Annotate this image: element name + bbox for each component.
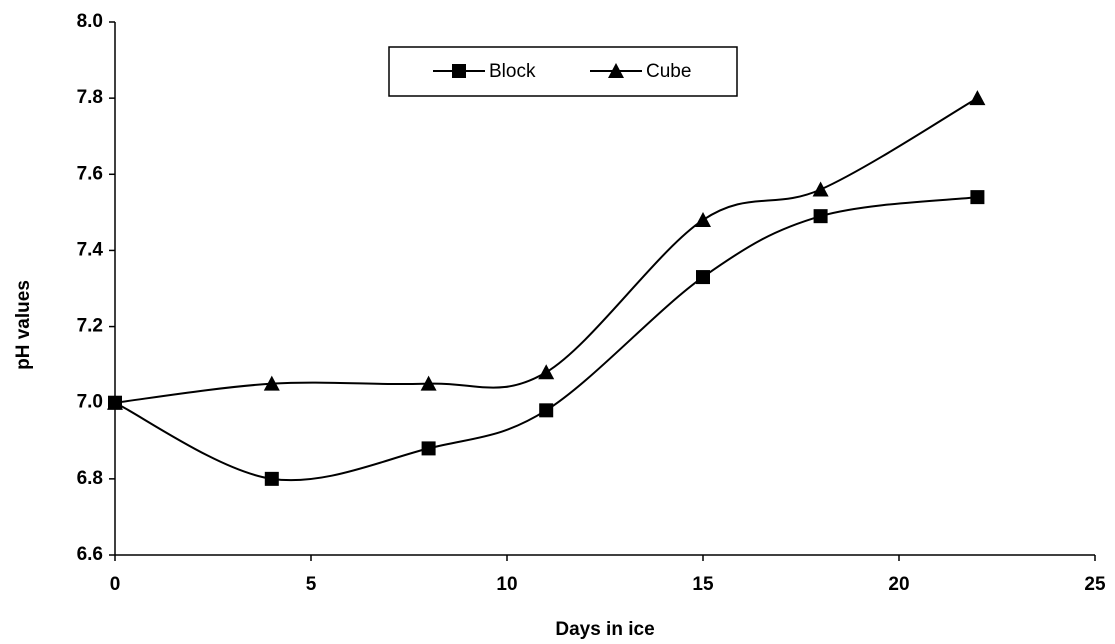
series-line bbox=[114, 196, 978, 482]
y-axis-title: pH values bbox=[13, 280, 34, 370]
data-point bbox=[970, 190, 985, 205]
x-tick-label: 25 bbox=[1084, 574, 1106, 595]
data-point bbox=[695, 211, 711, 227]
legend-label: Block bbox=[489, 61, 536, 82]
y-tick-label: 8.0 bbox=[77, 11, 103, 32]
y-tick-label: 7.4 bbox=[77, 239, 104, 260]
legend-marker bbox=[608, 63, 624, 78]
data-point bbox=[264, 471, 279, 486]
x-tick-label: 0 bbox=[110, 574, 121, 595]
x-tick-label: 20 bbox=[888, 574, 909, 595]
data-point bbox=[812, 181, 829, 197]
legend-marker bbox=[452, 64, 466, 78]
data-point bbox=[263, 375, 280, 391]
data-point bbox=[421, 441, 436, 456]
series-line bbox=[114, 97, 978, 404]
y-tick-label: 7.6 bbox=[77, 163, 103, 184]
data-point bbox=[538, 364, 555, 380]
data-point bbox=[813, 209, 828, 224]
y-tick-label: 6.6 bbox=[77, 544, 103, 565]
data-point bbox=[107, 394, 123, 410]
x-axis-title: Days in ice bbox=[555, 619, 654, 640]
y-tick-label: 6.8 bbox=[77, 468, 103, 489]
x-tick-label: 10 bbox=[496, 574, 517, 595]
data-point bbox=[969, 90, 986, 106]
x-tick-label: 5 bbox=[306, 574, 317, 595]
x-tick-label: 15 bbox=[692, 574, 714, 595]
y-tick-label: 7.8 bbox=[77, 87, 103, 108]
y-tick-label: 7.0 bbox=[77, 392, 103, 413]
legend-label: Cube bbox=[646, 61, 691, 82]
data-point bbox=[420, 375, 437, 391]
y-tick-label: 7.2 bbox=[77, 316, 103, 337]
data-point bbox=[539, 403, 554, 418]
data-point bbox=[696, 270, 710, 285]
